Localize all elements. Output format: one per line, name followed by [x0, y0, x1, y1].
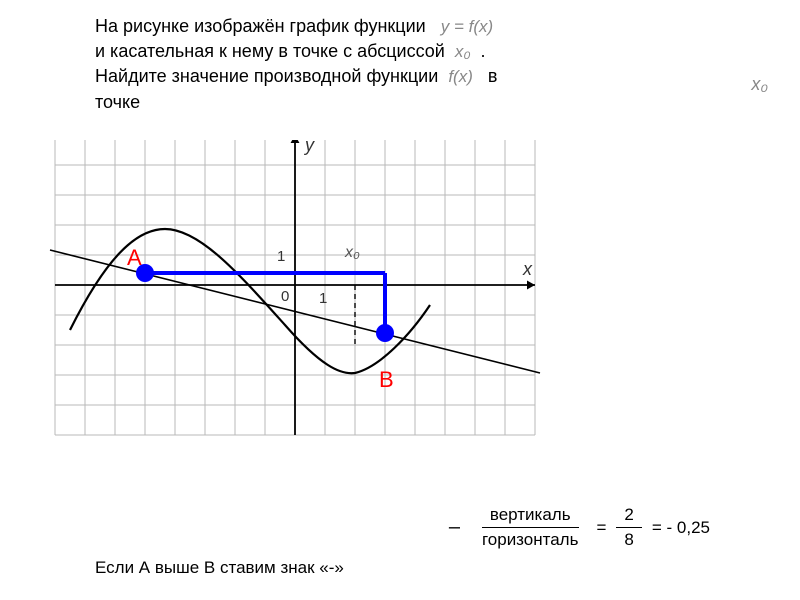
point-label-A: A: [127, 245, 142, 271]
text-line1: На рисунке изображён график функции: [95, 16, 426, 36]
frac2-bot: 8: [616, 528, 641, 550]
text-line3a: Найдите значение производной функции: [95, 66, 438, 86]
svg-text:0: 0: [281, 288, 289, 305]
period: .: [481, 41, 486, 61]
svg-text:x: x: [522, 259, 533, 279]
point-label-B: B: [379, 367, 394, 393]
sign-rule-note: Если А выше В ставим знак «-»: [95, 558, 344, 578]
svg-text:y: y: [303, 140, 315, 155]
svg-text:1: 1: [319, 290, 327, 307]
graph-svg: x y 1 1 0 x₀: [45, 140, 545, 450]
frac1-bot: горизонталь: [474, 528, 587, 550]
svg-text:x₀: x₀: [344, 244, 360, 261]
equals-1: =: [596, 518, 606, 538]
svg-text:1: 1: [277, 248, 285, 265]
y-fx-label: y = f(x): [441, 17, 493, 36]
fraction-words: вертикаль горизонталь: [474, 505, 587, 550]
x0-inline: x₀: [455, 42, 471, 61]
fx-inline: f(x): [448, 67, 473, 86]
frac1-top: вертикаль: [482, 505, 579, 528]
graph: x y 1 1 0 x₀ A B: [45, 140, 545, 450]
text-line4: точке: [95, 92, 140, 112]
frac2-top: 2: [616, 505, 641, 528]
x0-right-label: x₀: [751, 74, 768, 95]
text-line3b: в: [488, 66, 498, 86]
fraction-nums: 2 8: [616, 505, 641, 550]
problem-statement: На рисунке изображён график функции y = …: [95, 14, 497, 115]
text-line2: и касательная к нему в точке с абсциссой: [95, 41, 445, 61]
derivative-formula: – вертикаль горизонталь = 2 8 = - 0,25: [449, 505, 710, 550]
minus-sign: –: [449, 516, 460, 539]
result: = - 0,25: [652, 518, 710, 538]
